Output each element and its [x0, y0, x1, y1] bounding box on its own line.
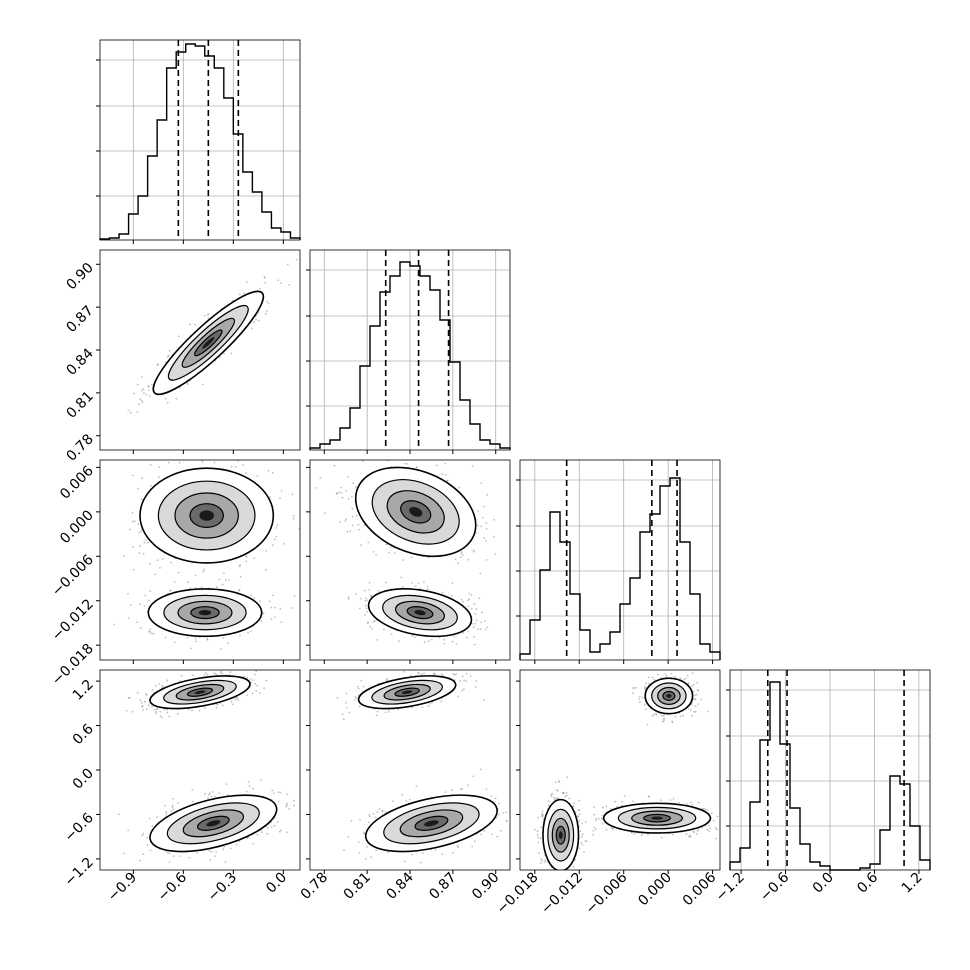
histogram-panel-1 [306, 249, 511, 451]
contour-level-0-4 [401, 690, 413, 695]
contour-level-1-4 [198, 609, 212, 616]
y-tick-label: −0.012 [49, 596, 97, 644]
x-tick-label: 0.81 [341, 870, 374, 903]
x-tick-label: 0.87 [426, 870, 459, 903]
scatter-panel-2-0 [99, 459, 301, 661]
contour-level-0-4 [194, 690, 206, 695]
y-tick-label: 1.2 [70, 677, 97, 704]
histogram-step [729, 681, 931, 871]
scatter-panel-2-1 [309, 459, 511, 661]
y-tick-label: 0.84 [63, 345, 96, 378]
scatter-panel-3-2 [519, 669, 721, 871]
x-tick-label: −0.6 [757, 869, 792, 904]
y-tick-label: 0.006 [57, 463, 97, 503]
histogram-panel-3 [726, 669, 931, 871]
x-tick-label: 0.0 [810, 870, 837, 897]
panel-frame [99, 459, 301, 661]
contour-level-1-4 [414, 609, 426, 616]
y-tick-label: 0.6 [70, 721, 97, 748]
x-tick-label: −0.3 [205, 870, 240, 905]
y-tick-label: 0.000 [57, 507, 97, 547]
y-tick-label: 0.87 [63, 303, 96, 336]
scatter-panel-3-1 [309, 669, 511, 871]
scatter-panel-3-0 [99, 669, 301, 871]
y-tick-label: −0.6 [61, 810, 96, 845]
x-tick-label: 0.0 [263, 870, 290, 897]
y-tick-label: −0.006 [49, 552, 97, 600]
x-tick-label: 0.000 [635, 870, 675, 910]
x-tick-label: 0.90 [469, 870, 502, 903]
contour-level-0-4 [202, 337, 215, 349]
contour-level-0-4 [558, 831, 563, 840]
x-tick-label: −0.012 [538, 870, 586, 918]
histogram-step [309, 261, 511, 450]
y-tick-label: 0.78 [63, 431, 96, 464]
y-tick-label: −1.2 [61, 854, 96, 889]
x-tick-label: −1.2 [713, 870, 748, 905]
contour-level-1-4 [206, 820, 221, 827]
x-tick-label: 1.2 [899, 870, 926, 897]
x-tick-label: 0.78 [298, 870, 331, 903]
panel-frame [99, 39, 301, 241]
contour-level-1-4 [651, 816, 663, 820]
x-tick-label: 0.84 [383, 869, 416, 902]
contour-level-0-4 [409, 506, 423, 517]
y-tick-label: 0.0 [70, 766, 97, 793]
histogram-step [519, 477, 721, 660]
y-tick-label: 0.90 [63, 260, 96, 293]
x-tick-label: −0.018 [494, 870, 542, 918]
contour-level-0-4 [199, 510, 214, 521]
scatter-panel-1-0 [99, 249, 301, 451]
x-tick-label: −0.006 [583, 869, 631, 917]
histogram-panel-2 [516, 459, 721, 661]
contour-level-1-4 [424, 820, 439, 827]
x-tick-label: −0.9 [105, 870, 140, 905]
panel-frame [519, 459, 721, 661]
x-tick-label: −0.6 [155, 869, 190, 904]
histogram-step [99, 43, 301, 240]
contour-level-2-4 [666, 693, 672, 698]
x-tick-label: 0.006 [680, 869, 720, 909]
x-tick-label: 0.6 [854, 869, 881, 896]
histogram-panel-0 [96, 39, 301, 241]
y-tick-label: 0.81 [63, 388, 96, 421]
